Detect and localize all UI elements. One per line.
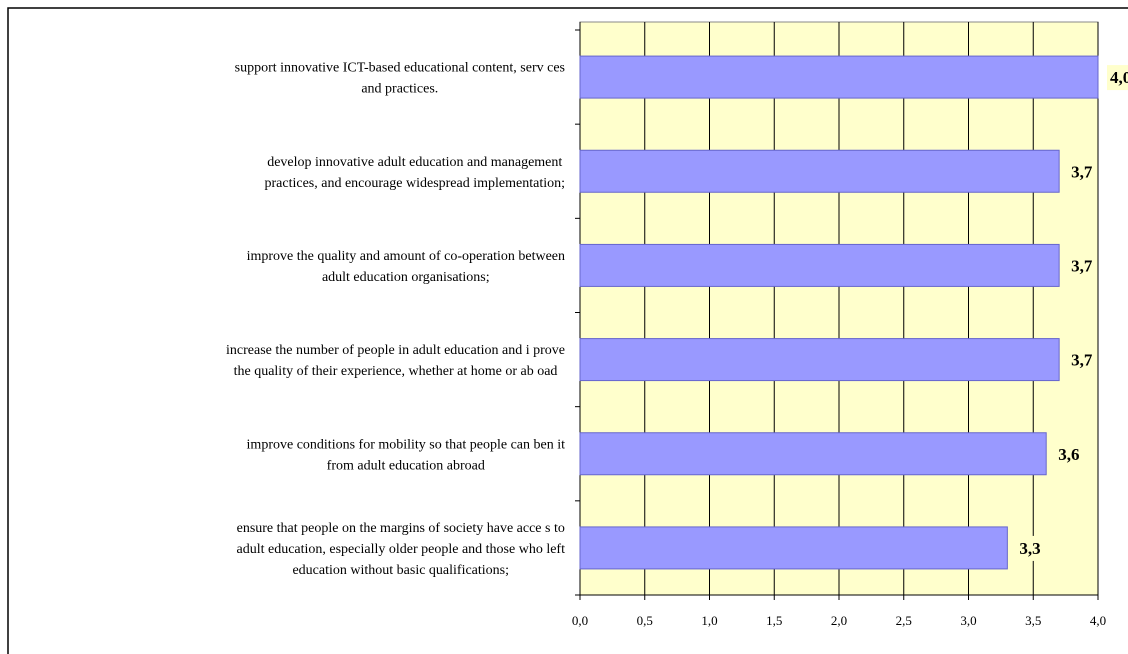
- frame: [7, 7, 1128, 654]
- value-label-bg: [1068, 253, 1096, 279]
- category-label: from adult education abroad: [327, 458, 485, 473]
- bar: [579, 338, 1060, 382]
- bar: [579, 526, 1008, 570]
- value-label: 3,7: [1071, 256, 1093, 275]
- value-label: 3,3: [1019, 539, 1040, 558]
- category-label: support innovative ICT-based educational…: [235, 61, 565, 76]
- category-label: adult education, especially older people…: [236, 542, 565, 557]
- category-label: improve conditions for mobility so that …: [247, 437, 566, 452]
- category-label: the quality of their experience, whether…: [234, 364, 558, 379]
- x-tick-label: 1,5: [766, 613, 782, 628]
- bar: [579, 432, 1047, 476]
- value-label-bg: [1107, 65, 1128, 91]
- category-label: increase the number of people in adult e…: [226, 343, 565, 358]
- value-label: 3,6: [1058, 445, 1079, 464]
- x-tick-label: 0,5: [637, 613, 653, 628]
- x-tick-label: 3,5: [1025, 613, 1041, 628]
- x-tick-label: 1,0: [701, 613, 717, 628]
- value-label-bg: [1016, 535, 1044, 561]
- value-label: 3,7: [1071, 351, 1093, 370]
- x-tick-label: 2,5: [896, 613, 912, 628]
- value-label-bg: [1068, 159, 1096, 185]
- category-label: develop innovative adult education and m…: [267, 155, 562, 170]
- category-label: ensure that people on the margins of soc…: [237, 521, 565, 536]
- category-label: education without basic qualifications;: [292, 563, 509, 578]
- value-label-bg: [1068, 347, 1096, 373]
- category-label: and practices.: [361, 82, 438, 97]
- x-tick-label: 3,0: [960, 613, 976, 628]
- value-label: 4,0: [1110, 68, 1128, 87]
- x-tick-label: 2,0: [831, 613, 847, 628]
- bar: [579, 149, 1060, 193]
- bar: [579, 243, 1060, 287]
- bar: [579, 55, 1099, 99]
- value-label-bg: [1055, 441, 1083, 467]
- value-label: 3,7: [1071, 162, 1093, 181]
- category-label: practices, and encourage widespread impl…: [265, 176, 566, 191]
- x-tick-label: 0,0: [572, 613, 588, 628]
- category-label: adult education organisations;: [322, 270, 490, 285]
- x-tick-label: 4,0: [1090, 613, 1106, 628]
- category-label: improve the quality and amount of co-ope…: [247, 249, 565, 264]
